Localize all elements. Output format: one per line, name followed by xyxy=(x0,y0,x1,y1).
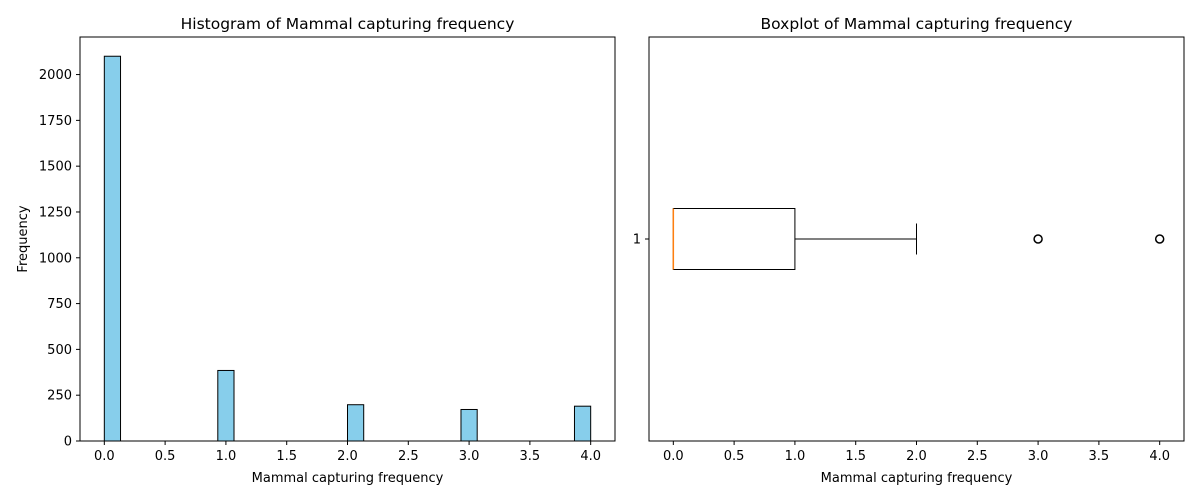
boxplot-x-axis-label: Mammal capturing frequency xyxy=(821,471,1013,486)
histogram-bar xyxy=(347,404,365,442)
histogram-bar xyxy=(460,408,478,442)
boxplot-title: Boxplot of Mammal capturing frequency xyxy=(761,15,1073,33)
histogram-y-tick-label: 1250 xyxy=(39,205,72,220)
boxplot-y-tick-label: 1 xyxy=(633,233,641,248)
boxplot-x-ticks: 0.0 0.5 1.0 1.5 2.0 2.5 3.0 3.5 4.0 xyxy=(663,441,1170,464)
histogram-y-axis-label: Frequency xyxy=(16,205,31,272)
histogram-bars xyxy=(103,55,592,442)
histogram-x-tick-label: 1.0 xyxy=(216,449,237,464)
boxplot-x-tick-label: 0.5 xyxy=(724,449,745,464)
boxplot-outlier xyxy=(1154,234,1165,244)
histogram-x-axis-label: Mammal capturing frequency xyxy=(252,471,444,486)
histogram-y-tick-label: 250 xyxy=(47,389,72,404)
histogram-y-tick-label: 750 xyxy=(47,297,72,312)
histogram-plot-frame xyxy=(79,36,616,442)
boxplot-x-tick-label: 0.0 xyxy=(663,449,684,464)
boxplot-x-tick-label: 1.5 xyxy=(845,449,866,464)
histogram-x-tick-label: 0.5 xyxy=(155,449,176,464)
histogram-x-tick-label: 4.0 xyxy=(580,449,601,464)
histogram-y-tick-label: 1500 xyxy=(39,160,72,175)
histogram-x-tick-label: 2.5 xyxy=(398,449,419,464)
boxplot-x-tick-label: 3.5 xyxy=(1089,449,1110,464)
histogram-y-tick-label: 0 xyxy=(64,435,72,450)
histogram-y-tick-label: 1750 xyxy=(39,114,72,129)
histogram-x-ticks: 0.0 0.5 1.0 1.5 2.0 2.5 3.0 3.5 4.0 xyxy=(94,441,601,464)
histogram-panel: Histogram of Mammal capturing frequency … xyxy=(16,15,616,486)
histogram-bar xyxy=(573,405,592,442)
histogram-x-tick-label: 3.0 xyxy=(459,449,480,464)
boxplot-x-tick-label: 2.5 xyxy=(967,449,988,464)
boxplot-x-tick-label: 3.0 xyxy=(1028,449,1049,464)
histogram-title: Histogram of Mammal capturing frequency xyxy=(181,15,515,33)
boxplot-x-tick-label: 4.0 xyxy=(1149,449,1170,464)
histogram-x-tick-label: 2.0 xyxy=(337,449,358,464)
boxplot-x-tick-label: 2.0 xyxy=(906,449,927,464)
boxplot-plot-frame xyxy=(648,36,1185,442)
boxplot-outlier xyxy=(1033,234,1043,244)
histogram-y-tick-label: 1000 xyxy=(39,251,72,266)
histogram-x-tick-label: 3.5 xyxy=(520,449,541,464)
histogram-y-tick-label: 2000 xyxy=(39,68,72,83)
boxplot-x-tick-label: 1.0 xyxy=(785,449,806,464)
histogram-bar xyxy=(217,369,235,442)
histogram-bar xyxy=(103,55,122,442)
boxplot-panel: Boxplot of Mammal capturing frequency 0.… xyxy=(633,15,1185,486)
histogram-y-ticks: 0 250 500 750 1000 1250 1500 1750 2000 xyxy=(39,68,80,450)
boxplot-marks xyxy=(672,208,1165,270)
boxplot-y-ticks: 1 xyxy=(633,233,649,248)
histogram-x-tick-label: 1.5 xyxy=(276,449,297,464)
histogram-y-tick-label: 500 xyxy=(47,343,72,358)
histogram-x-tick-label: 0.0 xyxy=(94,449,115,464)
